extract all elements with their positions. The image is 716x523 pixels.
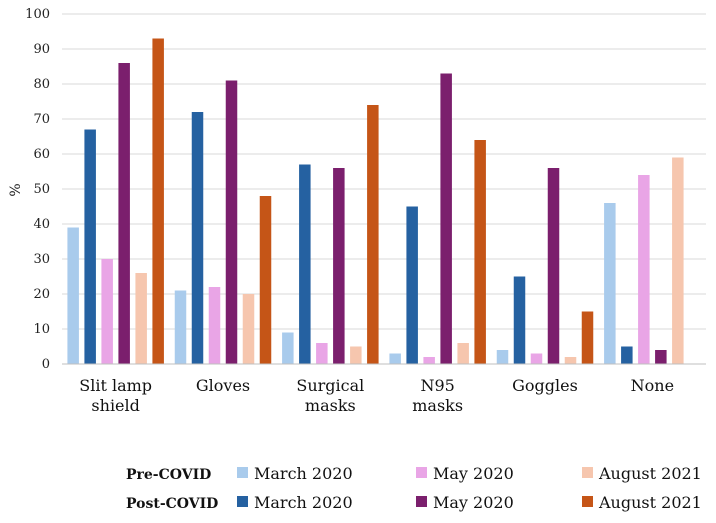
bar-pre-covid-may-2020 [208, 287, 221, 364]
category-label: None [631, 376, 674, 395]
y-tick-label: 10 [33, 322, 50, 337]
bar-pre-covid-march-2020 [389, 353, 401, 364]
legend-swatch [582, 496, 593, 507]
bar-pre-covid-march-2020 [174, 290, 187, 364]
legend-swatch [416, 496, 427, 507]
bar-pre-covid-august-2021 [564, 357, 577, 364]
bar-pre-covid-march-2020 [67, 227, 79, 364]
category-label: Surgical [296, 376, 364, 395]
bar-post-covid-august-2021 [474, 140, 486, 364]
bar-post-covid-may-2020 [225, 80, 238, 364]
bar-post-covid-may-2020 [333, 168, 345, 364]
gridlines [62, 13, 706, 330]
bar-post-covid-august-2021 [259, 196, 272, 364]
y-tick-label: 0 [42, 357, 50, 372]
legend-entry-label: August 2021 [598, 493, 702, 512]
y-tick-label: 70 [33, 112, 50, 127]
bar-pre-covid-march-2020 [282, 332, 294, 364]
bar-pre-covid-august-2021 [135, 273, 147, 364]
bar-post-covid-august-2021 [581, 311, 594, 364]
bar-post-covid-august-2021 [367, 105, 379, 364]
legend: Pre-COVID March 2020 May 2020 August 2021 Po… [126, 464, 702, 512]
y-tick-label: 80 [33, 77, 50, 92]
bar-post-covid-may-2020 [547, 168, 560, 364]
legend-swatch [237, 496, 248, 507]
legend-group-label: Post-COVID [126, 496, 218, 512]
bar-post-covid-march-2020 [84, 129, 96, 364]
y-tick-label: 90 [33, 42, 50, 57]
bar-post-covid-march-2020 [406, 206, 418, 364]
y-tick-label: 50 [33, 182, 50, 197]
legend-entry-label: May 2020 [433, 493, 514, 512]
category-label: Goggles [512, 376, 578, 395]
category-label: shield [91, 396, 139, 415]
y-tick-label: 20 [33, 287, 50, 302]
y-tick-label: 40 [33, 217, 50, 232]
category-label: N95 [420, 376, 454, 395]
y-tick-label: 100 [25, 7, 50, 22]
legend-entry-label: March 2020 [254, 464, 353, 483]
legend-swatch [237, 467, 248, 478]
bar-pre-covid-march-2020 [604, 203, 616, 364]
bar-pre-covid-may-2020 [638, 175, 650, 364]
bar-pre-covid-august-2021 [672, 157, 684, 364]
bar-pre-covid-may-2020 [101, 259, 113, 364]
bar-post-covid-march-2020 [191, 112, 204, 364]
category-label: masks [412, 396, 463, 415]
category-label: masks [305, 396, 356, 415]
y-axis-ticks: 0 10 20 30 40 50 60 70 80 90 100 [25, 7, 50, 372]
bar-post-covid-may-2020 [655, 350, 667, 364]
bar-pre-covid-may-2020 [316, 343, 328, 364]
y-axis-label: % [8, 183, 24, 196]
bar-post-covid-march-2020 [621, 346, 633, 364]
legend-entry-label: March 2020 [254, 493, 353, 512]
bar-pre-covid-may-2020 [530, 353, 543, 364]
bar-post-covid-august-2021 [152, 38, 164, 364]
bars [67, 38, 684, 364]
legend-entry-label: August 2021 [598, 464, 702, 483]
y-tick-label: 30 [33, 252, 50, 267]
legend-swatch [416, 467, 427, 478]
legend-swatch [582, 467, 593, 478]
bar-post-covid-march-2020 [299, 164, 311, 364]
bar-pre-covid-august-2021 [350, 346, 362, 364]
bar-post-covid-may-2020 [440, 73, 452, 364]
bar-post-covid-may-2020 [118, 63, 130, 364]
category-label: Slit lamp [79, 376, 152, 395]
bar-post-covid-march-2020 [513, 276, 526, 364]
bar-pre-covid-may-2020 [423, 357, 435, 364]
bar-pre-covid-march-2020 [496, 350, 509, 364]
bar-pre-covid-august-2021 [242, 294, 255, 364]
legend-group-label: Pre-COVID [126, 467, 211, 483]
legend-entry-label: May 2020 [433, 464, 514, 483]
y-tick-label: 60 [33, 147, 50, 162]
bar-pre-covid-august-2021 [457, 343, 469, 364]
category-label: Gloves [196, 376, 250, 395]
